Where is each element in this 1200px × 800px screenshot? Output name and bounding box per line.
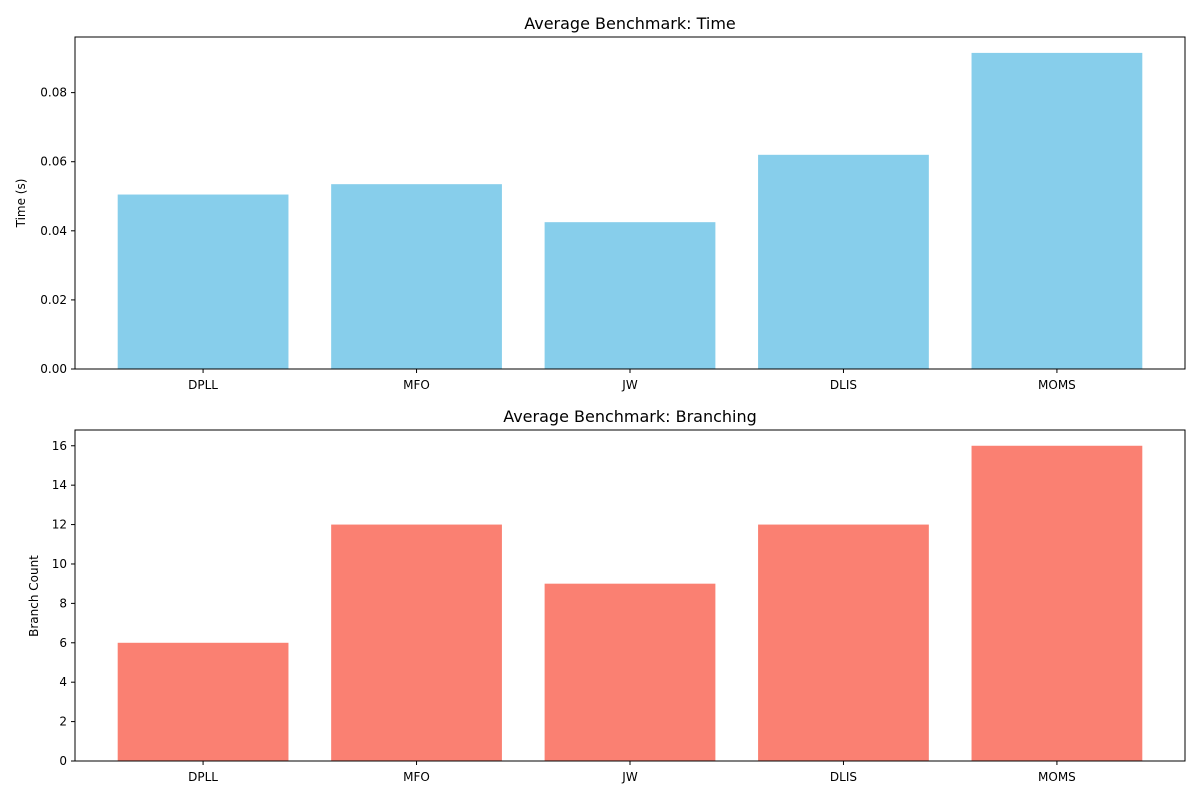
- bar-dpll: [117, 194, 289, 369]
- y-axis-label: Branch Count: [27, 555, 41, 637]
- bar-dlis: [758, 154, 929, 369]
- y-axis-label: Time (s): [14, 179, 28, 229]
- y-tick-label: 0.04: [40, 224, 67, 238]
- y-ticks: 0 2 4 6 8 10 12 14 16: [52, 439, 75, 768]
- bars: [117, 445, 1143, 761]
- bar-dlis: [758, 524, 929, 761]
- bar-mfo: [331, 524, 502, 761]
- bar-dpll: [117, 642, 289, 761]
- time-chart: Average Benchmark: Time Time (s) 0.000.0…: [14, 14, 1186, 392]
- y-tick-label: 10: [52, 557, 67, 571]
- x-tick-label: MOMS: [1038, 378, 1076, 392]
- bar-moms: [971, 52, 1143, 369]
- y-tick-label: 6: [59, 636, 67, 650]
- y-tick-label: 0: [59, 754, 67, 768]
- x-tick-label: DPLL: [188, 378, 218, 392]
- bar-jw: [544, 222, 716, 369]
- x-tick-label: DPLL: [188, 770, 218, 784]
- x-tick-label: MOMS: [1038, 770, 1076, 784]
- bar-mfo: [331, 184, 502, 369]
- x-tick-label: MFO: [403, 378, 430, 392]
- y-tick-label: 0.02: [40, 293, 67, 307]
- y-tick-label: 2: [59, 715, 67, 729]
- y-tick-label: 4: [59, 675, 67, 689]
- x-tick-label: DLIS: [830, 770, 857, 784]
- y-tick-label: 0.08: [40, 86, 67, 100]
- x-tick-label: MFO: [403, 770, 430, 784]
- plot-frame: [74, 429, 1186, 762]
- y-tick-label: 0.06: [40, 155, 67, 169]
- y-ticks: 0.00 0.02 0.04 0.06 0.08: [40, 86, 75, 376]
- y-tick-label: 12: [52, 518, 67, 532]
- chart-title: Average Benchmark: Branching: [503, 407, 757, 426]
- x-tick-label: DLIS: [830, 378, 857, 392]
- bars: [117, 52, 1143, 369]
- x-ticks: DPLL MFO JW DLIS MOMS: [188, 369, 1076, 392]
- x-tick-label: JW: [621, 378, 638, 392]
- y-tick-label: 0.00: [40, 362, 67, 376]
- y-tick-label: 14: [52, 478, 67, 492]
- y-tick-label: 16: [52, 439, 67, 453]
- branching-chart: Average Benchmark: Branching Branch Coun…: [27, 407, 1186, 784]
- plot-frame: [74, 36, 1186, 370]
- chart-title: Average Benchmark: Time: [524, 14, 736, 33]
- x-tick-label: JW: [621, 770, 638, 784]
- y-tick-label: 8: [59, 596, 67, 610]
- bar-moms: [971, 445, 1143, 761]
- bar-jw: [544, 583, 716, 761]
- x-ticks: DPLL MFO JW DLIS MOMS: [188, 761, 1076, 784]
